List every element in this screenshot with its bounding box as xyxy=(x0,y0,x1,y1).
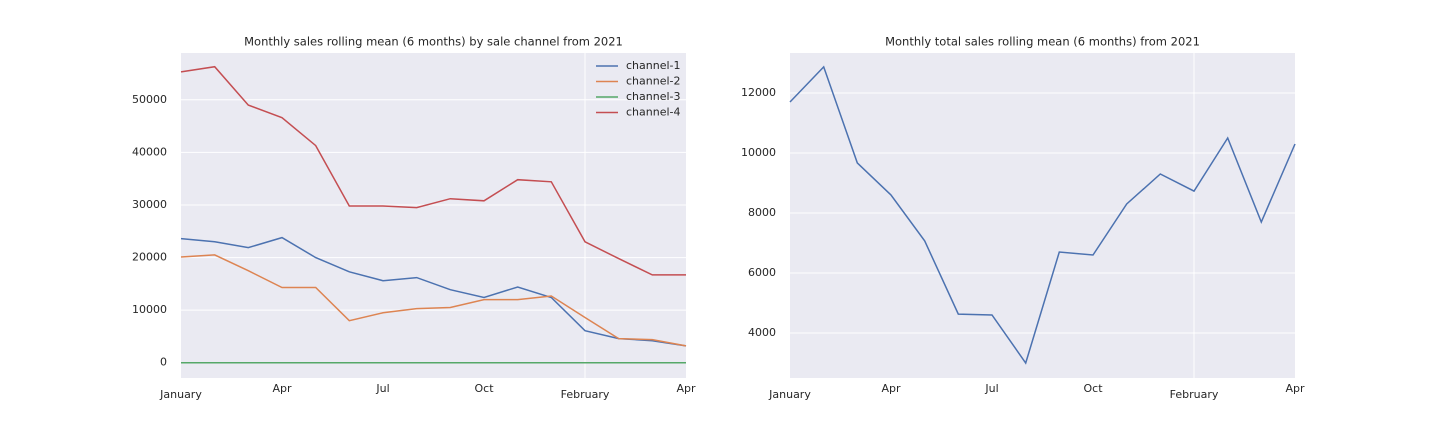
y-tick-label: 10000 xyxy=(132,303,167,316)
y-tick-label: 8000 xyxy=(748,206,776,219)
x-tick-label: February xyxy=(561,388,610,401)
x-tick-label: Apr xyxy=(676,382,696,395)
legend-label: channel-3 xyxy=(626,90,681,103)
line xyxy=(180,254,687,347)
x-tick-label: Apr xyxy=(881,382,901,395)
x-tick-label: Jul xyxy=(984,382,998,395)
y-tick-label: 50000 xyxy=(132,93,167,106)
x-tick-label: February xyxy=(1170,388,1219,401)
chart-title: Monthly total sales rolling mean (6 mont… xyxy=(885,35,1200,49)
y-tick-label: 10000 xyxy=(741,146,776,159)
legend-label: channel-1 xyxy=(626,59,681,72)
plot-area xyxy=(790,53,1295,378)
y-tick-label: 12000 xyxy=(741,86,776,99)
x-tick-label: Apr xyxy=(272,382,292,395)
x-tick-label: January xyxy=(768,388,811,401)
y-tick-label: 40000 xyxy=(132,145,167,158)
y-tick-label: 6000 xyxy=(748,266,776,279)
line xyxy=(789,65,1296,365)
x-tick-label: Apr xyxy=(1285,382,1305,395)
y-tick-label: 30000 xyxy=(132,198,167,211)
plot-area xyxy=(181,53,686,378)
x-tick-label: Jul xyxy=(375,382,389,395)
x-tick-label: Oct xyxy=(474,382,494,395)
y-tick-label: 20000 xyxy=(132,251,167,264)
y-tick-label: 4000 xyxy=(748,326,776,339)
y-tick-label: 0 xyxy=(160,356,167,369)
x-tick-label: Oct xyxy=(1083,382,1103,395)
chart-title: Monthly sales rolling mean (6 months) by… xyxy=(244,35,623,49)
line xyxy=(180,236,687,347)
legend-label: channel-2 xyxy=(626,75,681,88)
x-tick-label: January xyxy=(159,388,202,401)
legend-label: channel-4 xyxy=(626,106,681,119)
line xyxy=(180,65,686,276)
